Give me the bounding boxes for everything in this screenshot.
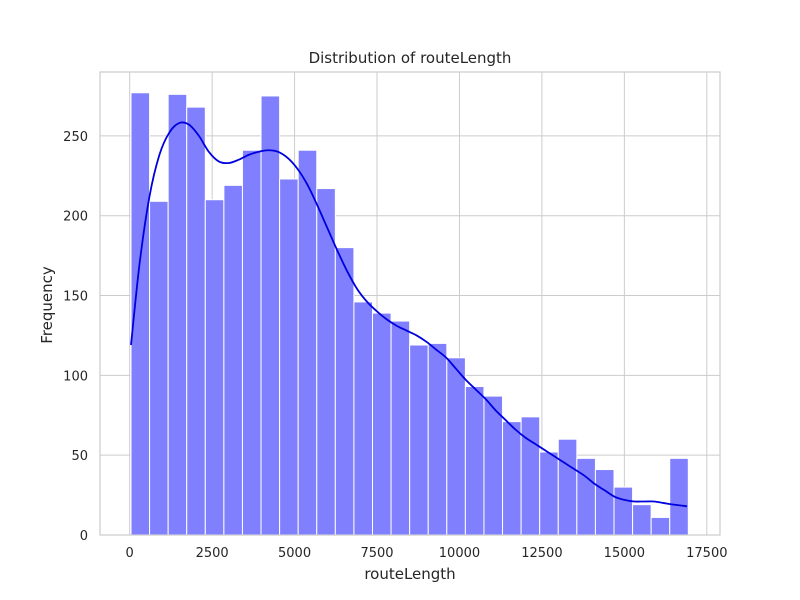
histogram-bar — [446, 357, 466, 536]
histogram-bar — [223, 184, 243, 536]
histogram-bar — [576, 457, 596, 536]
histogram-bar — [650, 516, 671, 536]
y-tick-label: 250 — [63, 130, 88, 145]
y-tick-label: 100 — [63, 369, 88, 384]
histogram-bar — [613, 486, 634, 536]
histogram-bar — [539, 451, 559, 536]
y-tick-label: 50 — [71, 449, 88, 464]
histogram-bar — [334, 247, 355, 536]
histogram-bar — [241, 149, 262, 536]
y-tick-label: 150 — [63, 290, 88, 305]
histogram-bar — [204, 199, 225, 536]
histogram-bar — [297, 149, 318, 536]
histogram-bar — [371, 312, 392, 536]
histogram-bar — [279, 178, 299, 536]
x-axis-label: routeLength — [364, 565, 455, 583]
histogram-bar — [167, 93, 188, 536]
x-tick-label: 2500 — [196, 546, 229, 561]
x-axis-ticks: 0 2500 5000 7500 10000 12500 15000 17500 — [126, 546, 728, 561]
histogram-bar — [149, 200, 169, 536]
histogram-bar — [390, 320, 411, 536]
histogram-bar — [557, 438, 578, 536]
y-tick-label: 200 — [63, 210, 88, 225]
plot-frame — [99, 71, 721, 536]
x-tick-label: 5000 — [278, 546, 311, 561]
x-tick-label: 15000 — [604, 546, 645, 561]
y-tick-label: 0 — [80, 529, 88, 544]
histogram-bar — [632, 504, 652, 536]
histogram-bar — [502, 421, 522, 536]
histogram-bar — [409, 344, 429, 536]
histogram-bar — [483, 395, 504, 536]
y-axis-ticks: 0 50 100 150 200 250 — [63, 130, 88, 544]
x-tick-label: 17500 — [686, 546, 727, 561]
histogram-bar — [260, 95, 281, 536]
x-tick-label: 7500 — [360, 546, 393, 561]
histogram-bar — [669, 457, 689, 536]
histogram-bar — [427, 342, 448, 536]
histogram-bar — [353, 301, 373, 536]
y-axis-label: Frequency — [38, 266, 56, 344]
chart-title: Distribution of routeLength — [309, 49, 512, 67]
x-tick-label: 12500 — [521, 546, 562, 561]
kde-line — [130, 121, 688, 508]
histogram-bar — [186, 106, 206, 536]
x-tick-label: 10000 — [439, 546, 480, 561]
histogram-bar — [594, 469, 615, 536]
histogram-bar — [464, 386, 485, 536]
x-tick-label: 0 — [126, 546, 134, 561]
histogram-bar — [520, 416, 541, 536]
